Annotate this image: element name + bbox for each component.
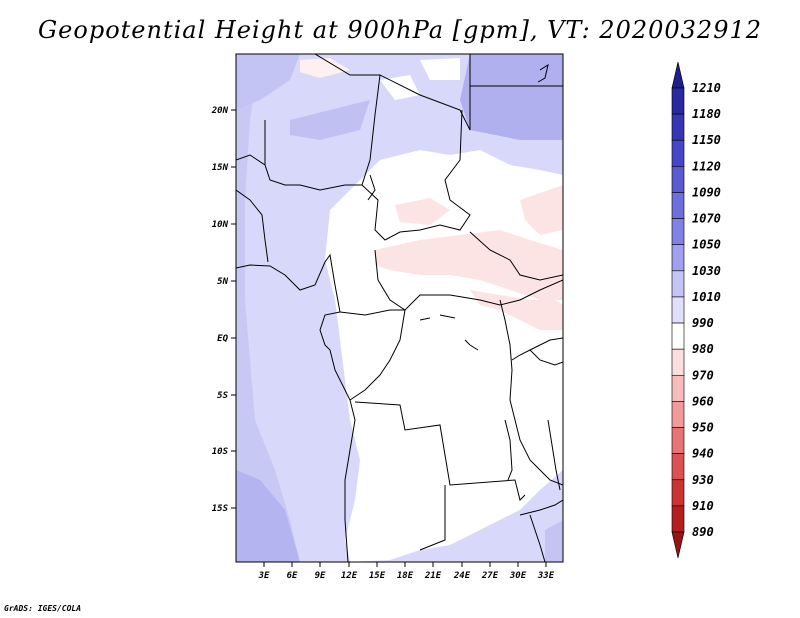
colorbar-bottom-arrow <box>671 531 685 559</box>
colorbar-segment <box>671 322 685 350</box>
lat-label: 15S <box>212 504 229 514</box>
map-panel <box>236 54 563 562</box>
lat-label: 5S <box>217 391 228 401</box>
lon-label: 33E <box>537 571 555 581</box>
lon-label: 27E <box>481 571 499 581</box>
colorbar-segment <box>671 505 685 533</box>
boundaries <box>236 54 563 562</box>
colorbar-label: 990 <box>692 316 714 330</box>
colorbar-label: 950 <box>692 421 714 435</box>
colorbar-segment <box>671 374 685 402</box>
colorbar-segment <box>671 244 685 272</box>
lat-label: 20N <box>211 106 229 116</box>
colorbar-label: 1210 <box>692 81 721 95</box>
lon-label: 18E <box>397 571 414 581</box>
lat-label: 5N <box>217 277 228 287</box>
lon-label: 21E <box>424 571 442 581</box>
colorbar-segment <box>671 166 685 193</box>
colorbar-segment <box>671 87 685 115</box>
lon-label: 15E <box>369 571 386 581</box>
colorbar-segment <box>671 296 685 324</box>
colorbar-label: 930 <box>692 473 714 487</box>
colorbar-label: 910 <box>692 499 714 513</box>
colorbar-segment <box>671 401 685 428</box>
colorbar <box>671 61 685 559</box>
map-frame <box>235 53 564 563</box>
colorbar-segment <box>671 113 685 141</box>
lat-label: 10N <box>212 220 229 230</box>
colorbar-labels: 1210 1180 1150 1120 1090 1070 1050 1030 1010 990 9… <box>692 81 721 539</box>
colorbar-label: 1010 <box>692 290 721 304</box>
colorbar-segment <box>671 453 685 481</box>
lon-axis: 3E 6E 9E 12E 15E 18E 21E 24E 27E 30E 33E <box>258 562 555 581</box>
colorbar-label: 940 <box>692 447 714 461</box>
colorbar-label: 1070 <box>692 212 721 226</box>
colorbar-label: 970 <box>692 368 714 382</box>
colorbar-label: 980 <box>692 342 714 356</box>
colorbar-top-arrow <box>671 61 685 89</box>
colorbar-segment <box>671 270 685 298</box>
lat-label: 15N <box>212 163 229 173</box>
colorbar-label: 1090 <box>692 185 721 199</box>
colorbar-segment <box>671 479 685 507</box>
grads-credit: GrADS: IGES/COLA <box>4 604 82 613</box>
map-title: Geopotential Height at 900hPa [gpm], VT:… <box>38 16 762 44</box>
lon-label: 12E <box>341 571 358 581</box>
colorbar-segment <box>671 427 685 454</box>
lat-axis: 20N 15N 10N 5N EQ 5S 10S 15S <box>211 106 236 514</box>
colorbar-label: 1180 <box>692 107 721 121</box>
lon-label: 30E <box>509 571 527 581</box>
colorbar-segment <box>671 218 685 246</box>
colorbar-label: 1030 <box>692 264 721 278</box>
colorbar-label: 1120 <box>692 159 721 173</box>
colorbar-segment <box>671 348 685 376</box>
lon-label: 24E <box>453 571 471 581</box>
colorbar-label: 960 <box>692 394 714 408</box>
lon-label: 6E <box>287 571 298 581</box>
lat-label: 10S <box>212 447 229 457</box>
colorbar-label: 890 <box>692 525 714 539</box>
lon-label: 3E <box>258 571 270 581</box>
lon-label: 9E <box>315 571 326 581</box>
lat-label: EQ <box>217 334 228 344</box>
colorbar-segment <box>671 139 685 167</box>
colorbar-segment <box>671 192 685 219</box>
colorbar-label: 1150 <box>692 133 721 147</box>
colorbar-label: 1050 <box>692 238 721 252</box>
